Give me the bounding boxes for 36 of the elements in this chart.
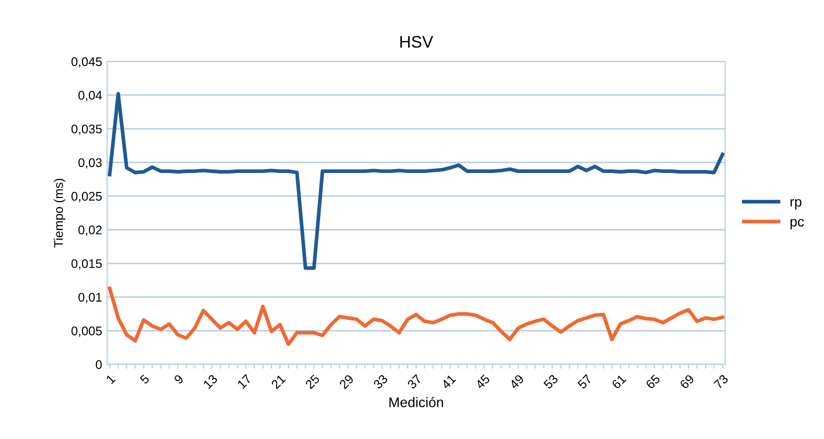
x-tick-label: 33 (372, 374, 388, 390)
legend-label: rp (790, 199, 802, 210)
x-tick-label: 21 (270, 374, 286, 390)
y-tick-label: 0 (96, 360, 102, 370)
y-tick-label: 0,025 (71, 192, 102, 202)
x-tick-label: 1 (106, 374, 116, 384)
x-tick-label: 49 (508, 374, 524, 390)
x-tick-label: 53 (543, 374, 558, 390)
y-tick-label: 0,015 (71, 259, 102, 270)
y-axis-title: Tiempo (ms) (54, 178, 66, 248)
x-tick-label: 73 (713, 374, 729, 390)
y-tick-label: 0,035 (71, 124, 102, 135)
chart-title: HSV (400, 36, 434, 48)
x-tick-label: 41 (440, 374, 456, 390)
x-tick-label: 45 (474, 374, 490, 390)
x-tick-label: 61 (611, 374, 626, 390)
x-tick-label: 5 (139, 374, 150, 384)
legend-label: pc (790, 218, 804, 230)
y-tick-label: 0,005 (71, 326, 102, 337)
line-series (108, 92, 724, 270)
y-tick-label: 0,02 (78, 226, 102, 236)
x-tick-label: 69 (679, 374, 695, 390)
x-tick-label: 29 (338, 374, 354, 390)
y-tick-label: 0,01 (78, 292, 102, 304)
line-series (108, 286, 724, 346)
y-tick-label: 0,03 (78, 158, 102, 169)
y-tick-label: 0,045 (71, 57, 102, 68)
x-tick-label: 17 (237, 374, 252, 389)
y-tick-label: 0,04 (78, 90, 102, 102)
x-tick-label: 37 (406, 374, 422, 390)
x-tick-label: 57 (577, 374, 592, 390)
x-tick-label: 65 (645, 374, 661, 390)
x-axis-title: Medición (389, 396, 444, 408)
x-tick-label: 25 (304, 374, 320, 390)
x-tick-label: 9 (174, 374, 184, 384)
x-tick-label: 13 (202, 374, 218, 390)
